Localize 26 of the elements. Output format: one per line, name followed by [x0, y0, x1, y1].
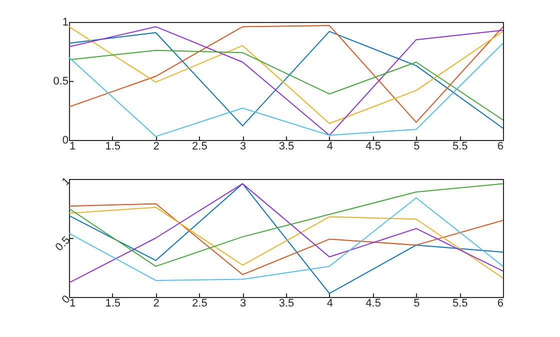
- x-tick-label: 5.5: [452, 298, 468, 310]
- x-tick-label: 4.5: [366, 298, 381, 310]
- x-tick-label: 5: [414, 298, 420, 310]
- x-tick-label: 5.5: [452, 140, 468, 152]
- x-tick-label: 3.5: [278, 298, 294, 310]
- x-tick-label: 2: [153, 298, 160, 310]
- x-tick-label: 3.5: [278, 140, 294, 152]
- x-tick-label: 2: [153, 140, 160, 152]
- line-series: [69, 50, 503, 120]
- line-series: [69, 42, 503, 137]
- y-tick-label: 0.5: [53, 76, 68, 88]
- y-tick-label: 0.5: [53, 234, 73, 254]
- x-tick-label: 6: [497, 140, 504, 152]
- x-tick-label: 6: [497, 298, 504, 310]
- y-tick-label: 1: [62, 16, 68, 28]
- x-tick-label: 4: [326, 298, 333, 310]
- x-tick-label: 1.5: [105, 298, 121, 310]
- x-tick-label: 3: [240, 140, 246, 152]
- x-tick-label: 2.5: [192, 298, 208, 310]
- x-tick-label: 5: [414, 140, 420, 152]
- x-tick-label: 4: [326, 140, 333, 152]
- y-tick-label: 0: [62, 134, 68, 146]
- x-tick-label: 3: [240, 298, 246, 310]
- x-tick-label: 2.5: [192, 140, 208, 152]
- x-tick-label: 1.5: [105, 140, 121, 152]
- x-tick-label: 4.5: [366, 140, 381, 152]
